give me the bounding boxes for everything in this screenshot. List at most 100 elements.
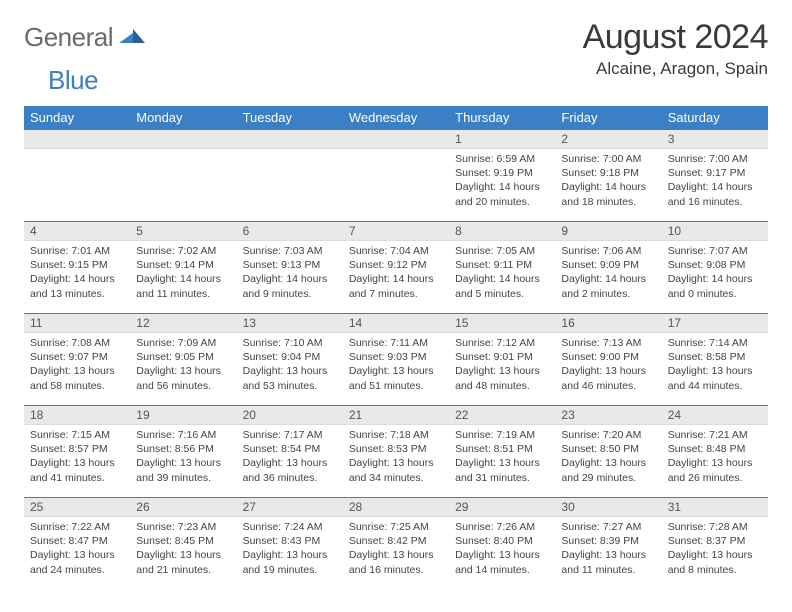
brand-text-general: General [24,22,113,53]
day-line-dl1: Daylight: 13 hours [349,548,443,562]
title-block: August 2024 Alcaine, Aragon, Spain [583,18,768,79]
day-line-sunset: Sunset: 9:03 PM [349,350,443,364]
day-line-sunset: Sunset: 8:47 PM [30,534,124,548]
day-body: Sunrise: 7:00 AMSunset: 9:17 PMDaylight:… [662,149,768,213]
day-line-dl1: Daylight: 13 hours [349,364,443,378]
day-line-sunrise: Sunrise: 7:19 AM [455,428,549,442]
day-line-sunset: Sunset: 9:08 PM [668,258,762,272]
day-line-sunset: Sunset: 9:17 PM [668,166,762,180]
day-line-sunset: Sunset: 8:58 PM [668,350,762,364]
day-line-sunrise: Sunrise: 6:59 AM [455,152,549,166]
day-line-sunrise: Sunrise: 7:12 AM [455,336,549,350]
day-line-dl1: Daylight: 13 hours [668,364,762,378]
day-line-dl2: and 56 minutes. [136,379,230,393]
day-line-dl2: and 19 minutes. [243,563,337,577]
day-line-sunset: Sunset: 8:43 PM [243,534,337,548]
day-line-dl1: Daylight: 13 hours [243,548,337,562]
weekday-head: Tuesday [237,106,343,130]
day-line-sunset: Sunset: 8:57 PM [30,442,124,456]
day-line-dl2: and 41 minutes. [30,471,124,485]
day-line-dl1: Daylight: 13 hours [30,548,124,562]
day-line-sunset: Sunset: 8:51 PM [455,442,549,456]
day-line-dl2: and 46 minutes. [561,379,655,393]
day-body: Sunrise: 7:28 AMSunset: 8:37 PMDaylight:… [662,517,768,581]
day-number: 2 [555,130,661,149]
day-body: Sunrise: 7:04 AMSunset: 9:12 PMDaylight:… [343,241,449,305]
day-body: Sunrise: 7:09 AMSunset: 9:05 PMDaylight:… [130,333,236,397]
day-line-dl2: and 2 minutes. [561,287,655,301]
calendar-cell: 4Sunrise: 7:01 AMSunset: 9:15 PMDaylight… [24,222,130,314]
day-line-dl2: and 9 minutes. [243,287,337,301]
day-line-sunset: Sunset: 9:18 PM [561,166,655,180]
day-line-sunset: Sunset: 9:00 PM [561,350,655,364]
day-line-sunrise: Sunrise: 7:21 AM [668,428,762,442]
calendar-cell: 14Sunrise: 7:11 AMSunset: 9:03 PMDayligh… [343,314,449,406]
day-line-dl2: and 0 minutes. [668,287,762,301]
calendar-cell: 25 Sunrise: 7:22 AMSunset: 8:47 PMDayligh… [24,498,130,590]
day-line-sunrise: Sunrise: 7:23 AM [136,520,230,534]
brand-mark-icon [119,25,145,50]
calendar-cell: 31Sunrise: 7:28 AMSunset: 8:37 PMDayligh… [662,498,768,590]
day-body: Sunrise: 7:15 AMSunset: 8:57 PMDaylight:… [24,425,130,489]
day-line-dl2: and 44 minutes. [668,379,762,393]
day-number-blank [24,130,130,149]
day-line-sunset: Sunset: 8:50 PM [561,442,655,456]
day-line-dl1: Daylight: 13 hours [243,364,337,378]
day-number: 25 [24,498,130,517]
day-number: 17 [662,314,768,333]
day-body: Sunrise: 7:14 AMSunset: 8:58 PMDaylight:… [662,333,768,397]
day-number: 1 [449,130,555,149]
day-line-sunset: Sunset: 8:56 PM [136,442,230,456]
calendar-body: 1Sunrise: 6:59 AMSunset: 9:19 PMDaylight… [24,130,768,590]
calendar-cell: 23Sunrise: 7:20 AMSunset: 8:50 PMDayligh… [555,406,661,498]
day-number: 27 [237,498,343,517]
day-number: 23 [555,406,661,425]
day-line-dl2: and 39 minutes. [136,471,230,485]
day-number: 15 [449,314,555,333]
day-line-sunrise: Sunrise: 7:14 AM [668,336,762,350]
calendar-page: General August 2024 Alcaine, Aragon, Spa… [0,0,792,602]
day-body: Sunrise: 7:27 AMSunset: 8:39 PMDaylight:… [555,517,661,581]
day-body: Sunrise: 7:10 AMSunset: 9:04 PMDaylight:… [237,333,343,397]
day-line-sunrise: Sunrise: 7:00 AM [561,152,655,166]
day-number: 28 [343,498,449,517]
calendar-row: 25Sunrise: 7:22 AMSunset: 8:47 PMDayligh… [24,498,768,590]
day-number: 16 [555,314,661,333]
calendar-cell: 7Sunrise: 7:04 AMSunset: 9:12 PMDaylight… [343,222,449,314]
day-line-sunrise: Sunrise: 7:22 AM [30,520,124,534]
day-line-sunrise: Sunrise: 7:27 AM [561,520,655,534]
day-line-dl1: Daylight: 14 hours [455,272,549,286]
calendar-cell: 3Sunrise: 7:00 AMSunset: 9:17 PMDaylight… [662,130,768,222]
day-body: Sunrise: 7:13 AMSunset: 9:00 PMDaylight:… [555,333,661,397]
day-line-sunrise: Sunrise: 7:07 AM [668,244,762,258]
day-line-dl1: Daylight: 13 hours [668,456,762,470]
day-line-sunset: Sunset: 9:13 PM [243,258,337,272]
day-number-blank [130,130,236,149]
day-line-dl2: and 16 minutes. [668,195,762,209]
calendar-cell: 5Sunrise: 7:02 AMSunset: 9:14 PMDaylight… [130,222,236,314]
day-number: 19 [130,406,236,425]
weekday-head: Monday [130,106,236,130]
day-line-dl1: Daylight: 14 hours [349,272,443,286]
day-body: Sunrise: 7:23 AMSunset: 8:45 PMDaylight:… [130,517,236,581]
day-number: 5 [130,222,236,241]
day-line-sunrise: Sunrise: 7:17 AM [243,428,337,442]
day-line-dl1: Daylight: 13 hours [455,548,549,562]
day-line-dl1: Daylight: 13 hours [136,548,230,562]
day-line-dl1: Daylight: 13 hours [136,456,230,470]
calendar-cell: 29Sunrise: 7:26 AMSunset: 8:40 PMDayligh… [449,498,555,590]
day-body: Sunrise: 7:07 AMSunset: 9:08 PMDaylight:… [662,241,768,305]
calendar-cell: 30Sunrise: 7:27 AMSunset: 8:39 PMDayligh… [555,498,661,590]
day-number: 7 [343,222,449,241]
day-number: 4 [24,222,130,241]
day-line-dl2: and 34 minutes. [349,471,443,485]
calendar-cell: 18Sunrise: 7:15 AMSunset: 8:57 PMDayligh… [24,406,130,498]
day-body: Sunrise: 7:26 AMSunset: 8:40 PMDaylight:… [449,517,555,581]
day-body: Sunrise: 7:06 AMSunset: 9:09 PMDaylight:… [555,241,661,305]
day-body: Sunrise: 7:05 AMSunset: 9:11 PMDaylight:… [449,241,555,305]
day-body: Sunrise: 7:12 AMSunset: 9:01 PMDaylight:… [449,333,555,397]
day-line-dl1: Daylight: 14 hours [30,272,124,286]
day-line-sunrise: Sunrise: 7:16 AM [136,428,230,442]
day-body: Sunrise: 7:01 AMSunset: 9:15 PMDaylight:… [24,241,130,305]
day-number-blank [237,130,343,149]
